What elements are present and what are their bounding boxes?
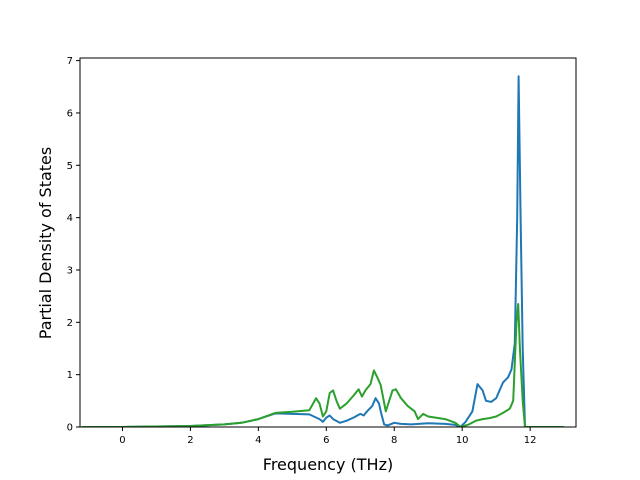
x-tick-label: 8 — [391, 435, 397, 446]
x-tick-label: 2 — [187, 435, 193, 446]
y-tick-label: 7 — [67, 56, 73, 67]
axes-frame — [79, 57, 577, 428]
x-tick-label: 4 — [255, 435, 261, 446]
y-tick-label: 2 — [67, 318, 73, 329]
y-axis-ticks: 0 1 2 3 4 5 6 7 — [67, 56, 80, 434]
y-tick-label: 5 — [67, 161, 73, 172]
y-tick-label: 4 — [67, 213, 73, 224]
y-axis-label: Partial Density of States — [36, 147, 55, 339]
x-tick-label: 0 — [119, 435, 125, 446]
y-tick-label: 6 — [67, 108, 73, 119]
y-tick-label: 1 — [67, 370, 73, 381]
series-line-1 — [81, 75, 565, 427]
x-tick-label: 10 — [456, 435, 469, 446]
plot-area — [81, 75, 565, 427]
x-tick-label: 12 — [524, 435, 537, 446]
y-tick-label: 3 — [67, 265, 73, 276]
x-tick-label: 6 — [323, 435, 329, 446]
x-axis-label: Frequency (THz) — [263, 455, 393, 474]
y-tick-label: 0 — [67, 423, 73, 434]
series-line-2 — [81, 303, 565, 427]
x-axis-ticks: 0 2 4 6 8 10 12 — [119, 427, 537, 446]
